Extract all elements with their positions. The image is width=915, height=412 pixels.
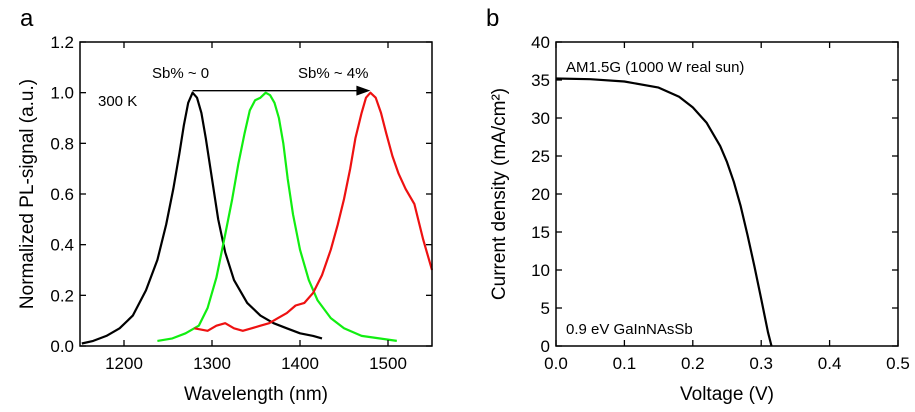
jv-x-tick-label: 0.3 xyxy=(749,354,773,373)
pl-series-line-1 xyxy=(157,91,397,342)
pl-y-tick-label: 0.8 xyxy=(50,134,74,153)
pl-plot-frame xyxy=(79,41,433,347)
pl-series-line-0 xyxy=(81,91,323,345)
arrow-head xyxy=(356,85,371,96)
jv-series-group xyxy=(555,77,773,347)
jv-y-tick-label: 5 xyxy=(541,299,550,318)
jv-y-axis-label: Current density (mA/cm²) xyxy=(489,88,510,300)
panel-b-letter: b xyxy=(486,5,499,32)
jv-x-tick-label: 0.0 xyxy=(544,354,568,373)
pl-y-tick-label: 1.2 xyxy=(50,33,74,52)
jv-x-tick-label: 0.5 xyxy=(886,354,910,373)
device-label: 0.9 eV GaInNAsSb xyxy=(566,321,693,338)
high-sb-label: Sb% ~ 4% xyxy=(298,65,368,82)
jv-y-tick-label: 25 xyxy=(531,147,550,166)
jv-x-tick-label: 0.1 xyxy=(613,354,637,373)
jv-plot-frame xyxy=(555,41,899,347)
jv-y-tick-label: 20 xyxy=(531,185,550,204)
pl-y-axis-label: Normalized PL-signal (a.u.) xyxy=(17,79,38,309)
jv-y-tick-label: 30 xyxy=(531,109,550,128)
panel-b-jv-curve: b 0.0 0.1 0.2 0.3 0.4 0.5 0 5 10 15 20 25 30 35 40 AM1… xyxy=(486,5,910,405)
pl-y-tick-label: 0.6 xyxy=(50,185,74,204)
jv-x-tick-label: 0.4 xyxy=(818,354,842,373)
panel-a-letter: a xyxy=(20,5,34,32)
pl-x-tick-label: 1200 xyxy=(105,354,143,373)
pl-x-axis-label: Wavelength (nm) xyxy=(184,384,328,405)
pl-y-tick-label: 0.0 xyxy=(50,337,74,356)
jv-y-tick-label: 15 xyxy=(531,223,550,242)
pl-x-tick-label: 1500 xyxy=(369,354,407,373)
pl-axis-ticks: 1200 1300 1400 1500 0.0 0.2 0.4 0.6 0.8 1.0 1.2 xyxy=(50,33,432,373)
pl-x-tick-label: 1400 xyxy=(281,354,319,373)
jv-y-tick-label: 10 xyxy=(531,261,550,280)
sb-shift-arrow xyxy=(192,85,371,96)
panel-a-pl-spectra: a 1200 1300 1400 15000.00.20.40.60.81.01.2 … xyxy=(17,5,434,405)
jv-x-tick-label: 0.2 xyxy=(681,354,705,373)
pl-series-line-2 xyxy=(194,91,434,332)
pl-series-group xyxy=(81,91,434,345)
jv-y-tick-label: 0 xyxy=(541,337,550,356)
pl-x-tick-label: 1300 xyxy=(193,354,231,373)
jv-x-axis-label: Voltage (V) xyxy=(680,384,774,405)
pl-y-tick-label: 0.2 xyxy=(50,286,74,305)
illumination-label: AM1.5G (1000 W real sun) xyxy=(566,59,744,76)
low-sb-label: Sb% ~ 0 xyxy=(152,65,209,82)
pl-y-tick-label: 1.0 xyxy=(50,84,74,103)
jv-y-tick-label: 35 xyxy=(531,71,550,90)
jv-y-tick-label: 40 xyxy=(531,33,550,52)
jv-series-line-0 xyxy=(555,77,773,347)
temperature-label: 300 K xyxy=(98,93,137,110)
pl-y-tick-label: 0.4 xyxy=(50,236,74,255)
